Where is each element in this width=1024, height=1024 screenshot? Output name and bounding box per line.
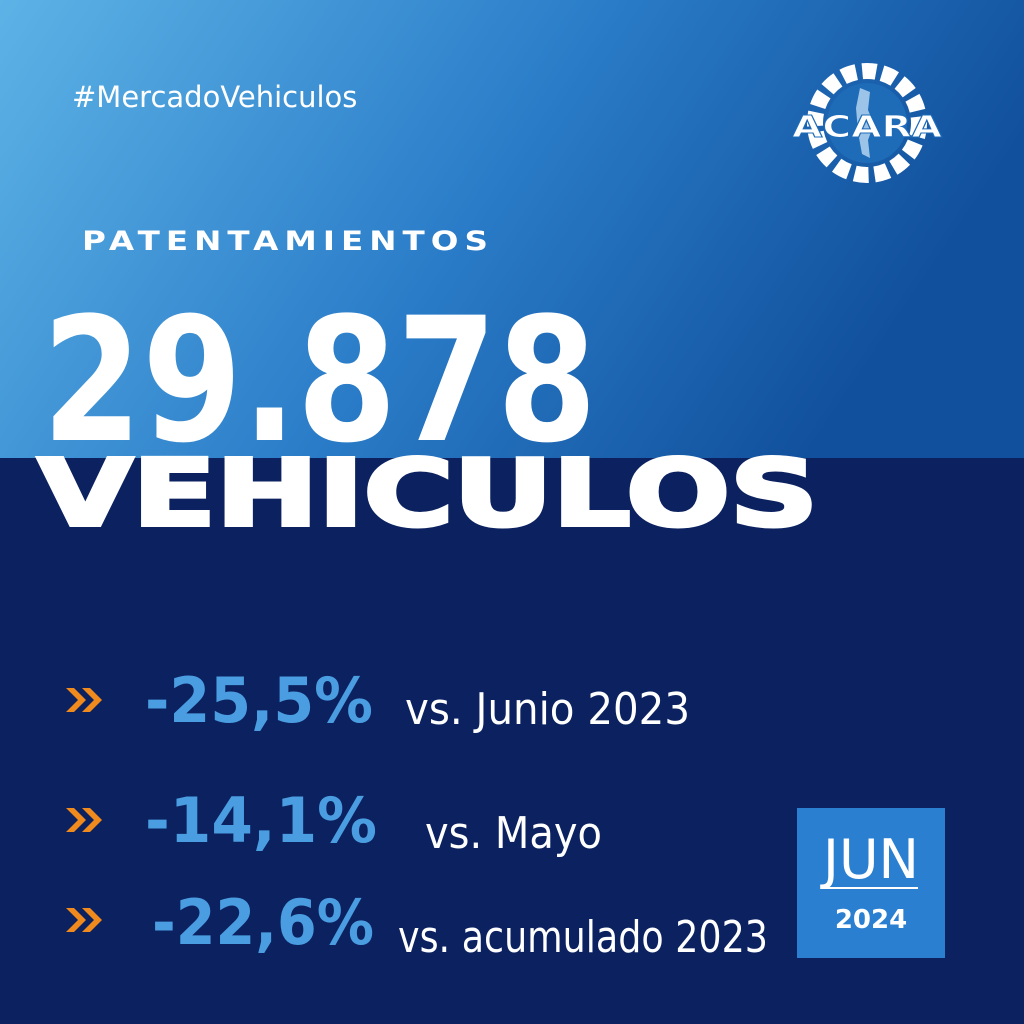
logo-map [856,88,874,158]
stat-change: -25,5% [145,664,373,737]
arrow-icon [66,808,102,832]
stat-label: vs. Mayo [425,808,602,859]
arrow-icon [66,908,102,932]
heading: PATENTAMIENTOS [82,226,494,257]
badge-background [797,808,945,958]
stat-change: -22,6% [152,886,374,959]
hashtag: #MercadoVehiculos [72,80,357,114]
stat-change: -14,1% [145,784,377,857]
stat-row: -14,1% vs. Mayo [66,784,602,859]
period-badge: JUN 2024 [797,808,945,958]
arrow-icon [66,688,102,712]
stat-row: -22,6% vs. acumulado 2023 [66,886,768,963]
logo: ACARA [792,63,944,183]
badge-year: 2024 [835,905,907,935]
stat-row: -25,5% vs. Junio 2023 [66,664,690,737]
logo-text: ACARA [792,110,943,145]
total: 29.878 [42,280,597,481]
badge-month: JUN [820,828,919,891]
stat-label: vs. acumulado 2023 [398,912,768,963]
unit: VEHICULOS [38,440,818,547]
logo-tire [807,63,927,183]
stat-label: vs. Junio 2023 [405,684,690,735]
